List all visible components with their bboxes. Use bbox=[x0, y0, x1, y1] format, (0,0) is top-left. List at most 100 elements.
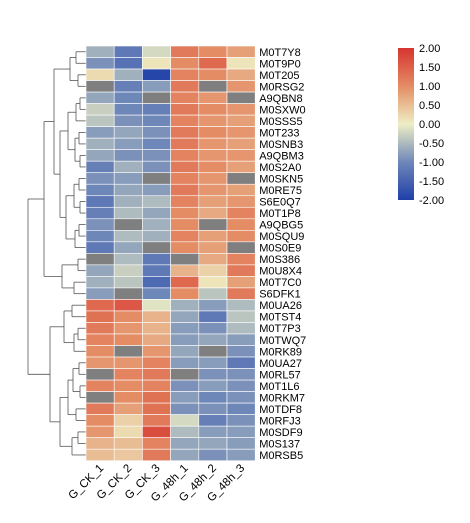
heatmap-cell bbox=[85, 218, 115, 231]
heatmap-cell bbox=[198, 356, 228, 369]
heatmap-cell bbox=[170, 402, 200, 415]
row-label: M0T205 bbox=[259, 70, 299, 82]
heatmap-cell bbox=[170, 137, 200, 150]
heatmap-cell bbox=[113, 437, 143, 450]
heatmap-cell bbox=[170, 322, 200, 335]
heatmap-cell bbox=[113, 80, 143, 93]
heatmap-cell bbox=[226, 276, 256, 289]
row-label: M0T233 bbox=[259, 127, 299, 139]
heatmap-cell bbox=[170, 149, 200, 162]
row-label: S6E0Q7 bbox=[259, 197, 301, 209]
heatmap-cell bbox=[170, 160, 200, 174]
heatmap-cell bbox=[142, 103, 171, 116]
heatmap-cell bbox=[85, 103, 115, 116]
heatmap-cell bbox=[198, 230, 228, 243]
heatmap-cell bbox=[113, 402, 143, 415]
heatmap-cell bbox=[142, 230, 171, 243]
heatmap-cell bbox=[226, 299, 256, 312]
heatmap-cell bbox=[226, 206, 256, 220]
heatmap-cell bbox=[85, 310, 115, 323]
heatmap-cell bbox=[142, 206, 171, 220]
heatmap-cell bbox=[226, 91, 256, 104]
heatmap-cell bbox=[226, 195, 256, 208]
heatmap-cell bbox=[85, 241, 115, 254]
heatmap-cell bbox=[170, 230, 200, 243]
heatmap-cell bbox=[142, 287, 171, 300]
heatmap-cell bbox=[113, 126, 143, 139]
heatmap-cell bbox=[142, 414, 171, 427]
heatmap-cell bbox=[198, 448, 228, 462]
heatmap-cell bbox=[170, 345, 200, 358]
row-label: M0T9P0 bbox=[259, 58, 301, 70]
heatmap-cell bbox=[85, 368, 115, 381]
heatmap-cell bbox=[142, 379, 171, 392]
heatmap-cell bbox=[142, 218, 171, 231]
heatmap-cell bbox=[142, 126, 171, 139]
row-label: A9QBM3 bbox=[259, 150, 304, 162]
row-label: M0T7C0 bbox=[259, 277, 301, 289]
heatmap-cell bbox=[198, 57, 228, 70]
row-label: M0SQU9 bbox=[259, 231, 304, 243]
heatmap-cell bbox=[198, 368, 228, 381]
heatmap-cell bbox=[170, 391, 200, 404]
row-label: M0RE75 bbox=[259, 185, 302, 197]
heatmap-cell bbox=[113, 45, 143, 58]
heatmap-cell bbox=[198, 264, 228, 277]
row-label: M0UA26 bbox=[259, 300, 302, 312]
heatmap-cell bbox=[113, 345, 143, 358]
heatmap-cell bbox=[226, 345, 256, 358]
heatmap-cell bbox=[113, 287, 143, 300]
heatmap-cell bbox=[85, 299, 115, 312]
heatmap-cell bbox=[85, 91, 115, 104]
heatmap-cell bbox=[170, 206, 200, 220]
heatmap-cell bbox=[85, 114, 115, 127]
heatmap-cell bbox=[170, 333, 200, 346]
heatmap-cell bbox=[198, 103, 228, 116]
heatmap-cell bbox=[198, 379, 228, 392]
heatmap-cell bbox=[198, 322, 228, 335]
legend-tick-label: -2.00 bbox=[419, 195, 444, 207]
heatmap-cell bbox=[170, 437, 200, 450]
row-label: M0RSG2 bbox=[259, 81, 304, 93]
heatmap-cell bbox=[113, 322, 143, 335]
heatmap-cell bbox=[113, 218, 143, 231]
heatmap-cell bbox=[113, 253, 143, 266]
heatmap-cell bbox=[85, 80, 115, 93]
row-label: M0RK89 bbox=[259, 346, 302, 358]
heatmap-cell bbox=[198, 183, 228, 197]
heatmap-cell bbox=[170, 126, 200, 139]
heatmap-cell bbox=[142, 149, 171, 162]
row-label: S6DFK1 bbox=[259, 289, 301, 301]
heatmap-cell bbox=[226, 80, 256, 93]
heatmap-cell bbox=[113, 391, 143, 404]
heatmap-cell bbox=[170, 299, 200, 312]
heatmap-cell bbox=[170, 195, 200, 208]
heatmap-cell bbox=[113, 414, 143, 427]
heatmap-cell bbox=[226, 310, 256, 323]
heatmap-cell bbox=[198, 345, 228, 358]
heatmap-cell bbox=[85, 414, 115, 427]
legend-tick-label: 1.00 bbox=[419, 81, 440, 93]
heatmap-cell bbox=[226, 241, 256, 254]
heatmap-cell bbox=[170, 103, 200, 116]
heatmap-cell bbox=[198, 333, 228, 346]
heatmap-cell bbox=[170, 183, 200, 197]
heatmap-cell bbox=[198, 425, 228, 438]
row-label: M0RKM7 bbox=[259, 392, 305, 404]
heatmap-cell bbox=[226, 391, 256, 404]
heatmap-cell bbox=[85, 68, 115, 81]
legend-tick-label: -0.50 bbox=[419, 138, 444, 150]
heatmap-cell bbox=[198, 253, 228, 266]
heatmap-cell bbox=[226, 172, 256, 185]
heatmap-cell bbox=[170, 91, 200, 104]
heatmap-cell bbox=[85, 322, 115, 335]
heatmap-cell bbox=[226, 414, 256, 427]
heatmap-cell bbox=[85, 253, 115, 266]
heatmap-cell bbox=[226, 230, 256, 243]
heatmap-cell bbox=[226, 57, 256, 70]
legend-tick-label: 0.50 bbox=[419, 100, 440, 112]
heatmap-cell bbox=[113, 183, 143, 197]
heatmap-cell bbox=[198, 391, 228, 404]
heatmap-cell bbox=[113, 103, 143, 116]
heatmap-cell bbox=[113, 448, 143, 462]
